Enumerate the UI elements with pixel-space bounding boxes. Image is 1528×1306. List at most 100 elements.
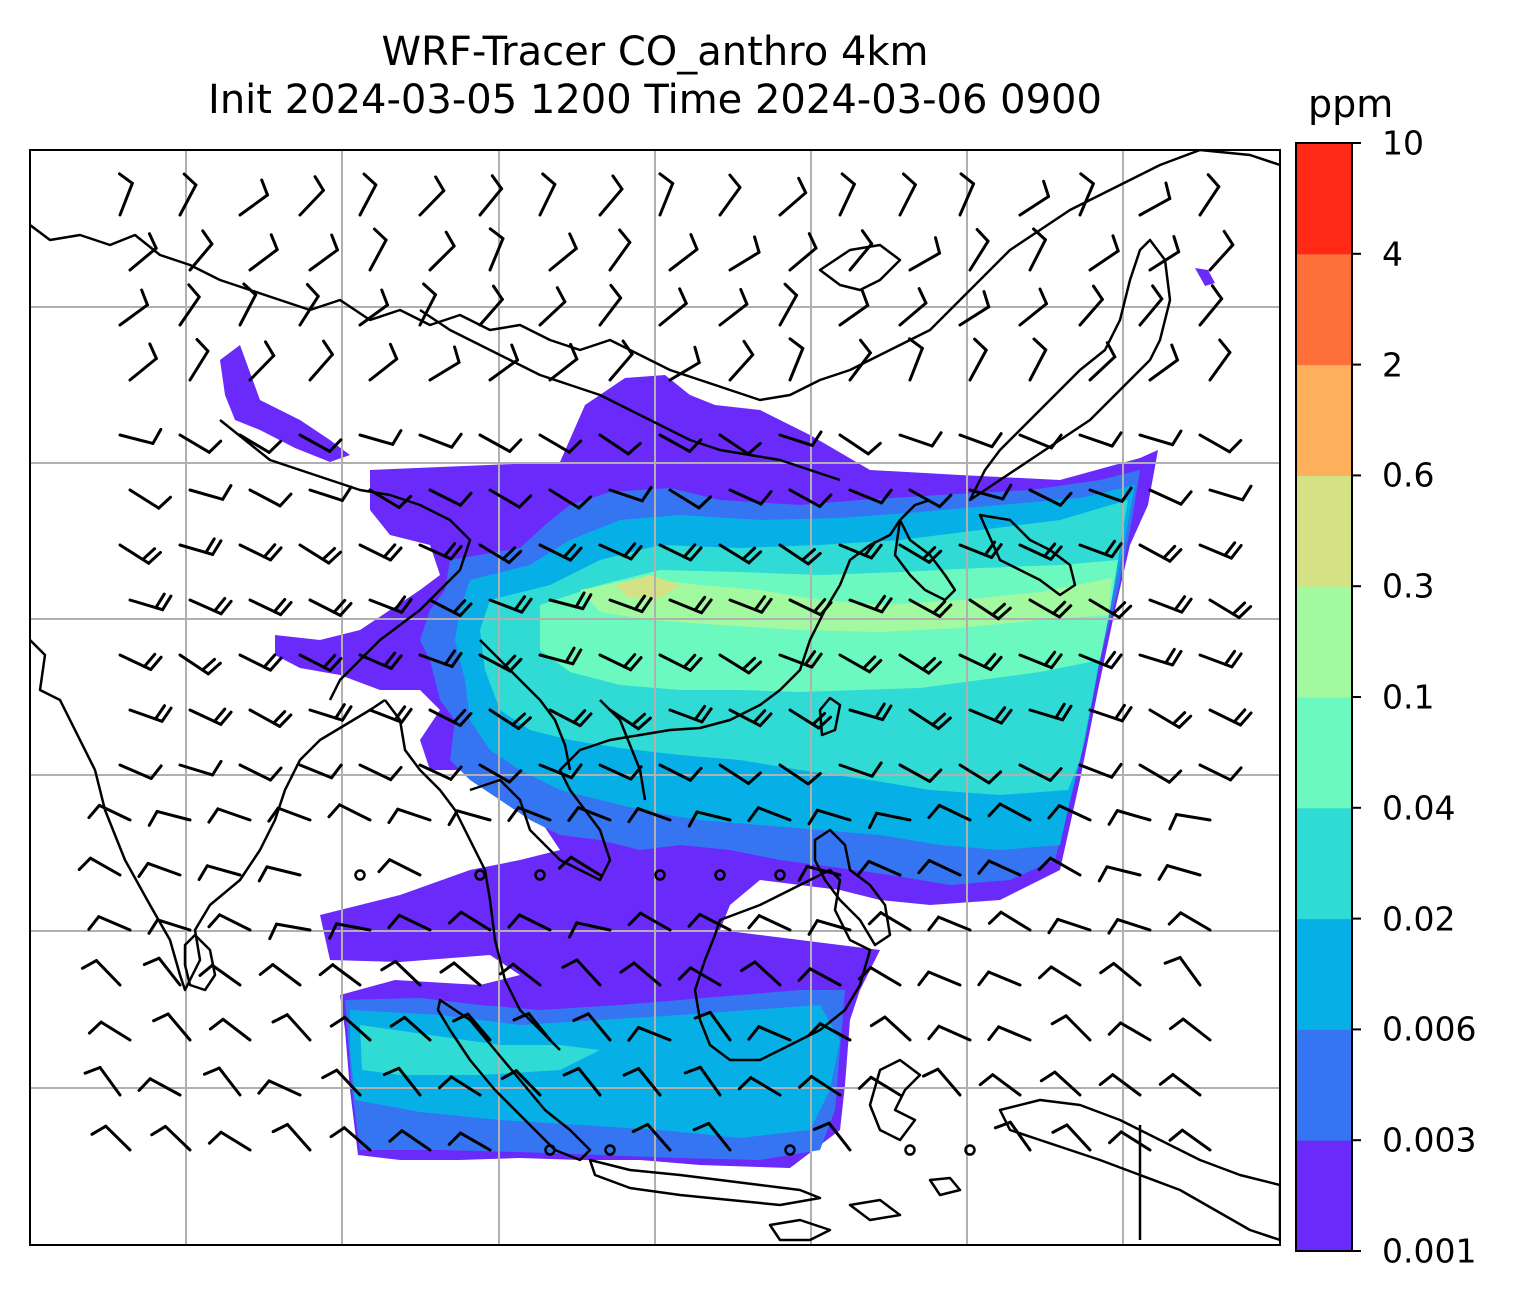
wind-barb-feather [1167,911,1183,926]
wind-barb-feather [142,956,161,967]
wind-barb-shaft [869,1075,902,1097]
wind-barb-feather [393,705,407,722]
wind-barb-shaft [1119,1130,1152,1152]
wind-barb-feather [658,172,675,185]
wind-barb-shaft [718,185,742,217]
wind-barb-feather [1043,542,1057,558]
wind-barb-shaft [478,433,512,453]
wind-barb-shaft [987,859,1022,877]
wind-barb-shaft [527,1012,552,1042]
wind-barb-feather [502,654,517,670]
wind-barb-shaft [1112,961,1142,987]
wind-barb-shaft [275,922,312,932]
wind-barb-shaft [598,296,623,327]
wind-barb-feather [328,922,339,940]
wind-barb-feather [458,602,473,618]
wind-barb-shaft [488,358,519,382]
wind-barb-shaft [778,191,808,217]
wind-barb-feather [207,913,222,929]
wind-barb-feather [747,914,761,930]
wind-barb-feather [262,543,277,559]
wind-barb-feather [987,910,1003,925]
wind-barb-shaft [927,970,962,987]
wind-barb-feather [798,1074,813,1089]
wind-barb-feather [207,439,223,454]
wind-barb-feather [1105,341,1117,359]
wind-barb-feather [858,338,872,355]
wind-barb-feather [1228,438,1243,454]
colorbar-tick-label: 10 [1382,123,1424,163]
tracer-contour-level-3b [350,1005,840,1138]
wind-barb-shaft [1181,1017,1212,1042]
wind-barb-feather [313,175,325,192]
wind-barb-feather [1230,652,1243,669]
wind-barb-feather [458,491,473,507]
wind-barb-feather [741,656,757,671]
wind-barb-feather [581,593,593,611]
wind-barb-shaft [968,348,988,382]
tracer-plume-northeast [1195,268,1215,286]
wind-barb-shaft [156,918,192,932]
wind-barb-shaft [818,1022,852,1042]
wind-barb-feather [574,591,586,609]
wind-barb-feather [1054,702,1066,720]
wind-barb-shaft [757,914,792,932]
wind-barb-shaft [538,763,574,780]
wind-barb-feather [207,1130,223,1145]
colorbar-segment [1296,475,1352,587]
wind-barb-shaft [338,803,372,822]
wind-barb-feather [1038,287,1048,306]
wind-barb-feather [153,704,167,721]
wind-barb-shaft [1138,763,1171,784]
wind-barb-shaft [478,297,504,327]
wind-barb-feather [458,712,473,727]
wind-barb-shaft [238,763,272,782]
wind-barb-feather [211,539,223,556]
wind-barb-shaft [658,763,692,782]
wind-barb-feather [219,710,233,726]
wind-barb-feather [213,596,227,613]
wind-barb-shaft [756,806,792,822]
wind-barb-shaft [418,763,453,781]
wind-barb-feather [797,176,808,195]
wind-barb-feather [987,802,1002,818]
wind-barb-feather [640,486,653,503]
wind-barb-feather [928,768,943,783]
wind-barb-feather [728,173,742,189]
wind-barb-shaft [248,488,282,508]
wind-barb-shaft [178,433,211,454]
wind-barb-shaft [636,807,672,822]
wind-barb-feather [800,548,816,562]
wind-barb-shaft [538,433,571,454]
wind-barb-shaft [248,248,279,272]
wind-barb-feather [629,545,643,561]
wind-calm-marker [544,1144,556,1156]
wind-barb-shaft [335,922,372,932]
wind-barb-feather [931,712,947,727]
wind-barb-feather [568,546,583,562]
wind-barb-shaft [728,250,761,272]
wind-barb-shaft [458,1131,492,1152]
colorbar-tick-label: 4 [1382,234,1403,274]
wind-barb-feather [879,488,893,505]
wind-barb-feather [1047,917,1060,935]
wind-barb-feather [688,766,703,782]
wind-barb-shaft [1178,955,1202,987]
wind-barb-shaft [1148,488,1183,506]
wind-barb-feather [881,704,893,722]
wind-barb-feather [439,961,456,974]
wind-barb-shaft [958,182,976,217]
coast-japan [968,238,1172,597]
wind-barb-feather [930,431,943,448]
wind-barb-shaft [1148,708,1181,729]
wind-barb-feather [577,495,593,510]
wind-barb-feather [147,232,158,250]
wind-barb-shaft [778,293,799,327]
wind-barb-feather [927,1024,941,1041]
wind-calm-marker [354,869,366,881]
wind-barb-shaft [598,433,630,456]
wind-barb-shaft [1208,350,1232,382]
wind-barb-shaft [298,294,320,327]
wind-barb-feather [578,712,593,728]
wind-barb-shaft [668,488,701,510]
